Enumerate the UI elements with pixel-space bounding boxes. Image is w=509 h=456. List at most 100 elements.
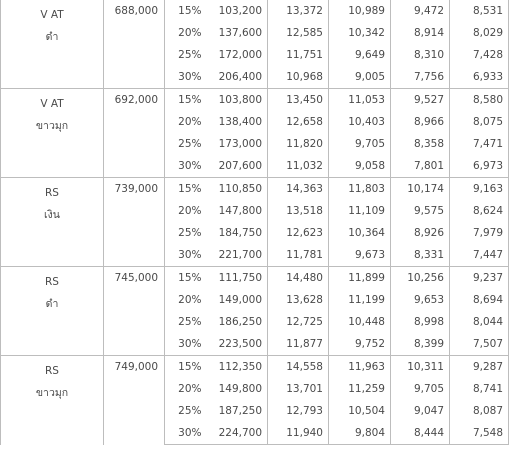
car-price: 745,000 bbox=[103, 266, 165, 356]
down-payment-amount: 147,800 bbox=[203, 200, 268, 222]
installment-value: 7,979 bbox=[449, 222, 509, 244]
table-row: 20% 149,000 13,628 11,199 9,653 8,694 bbox=[1, 289, 509, 311]
installment-value: 11,259 bbox=[328, 378, 391, 400]
table-row: 25% 184,750 12,623 10,364 8,926 7,979 bbox=[1, 222, 509, 244]
installment-value: 12,623 bbox=[267, 222, 329, 244]
down-payment-percent: 20% bbox=[164, 289, 204, 311]
table-row: 20% 147,800 13,518 11,109 9,575 8,624 bbox=[1, 200, 509, 222]
installment-value: 10,504 bbox=[328, 400, 391, 422]
installment-value: 8,531 bbox=[449, 0, 509, 22]
installment-value: 10,989 bbox=[328, 0, 391, 22]
down-payment-amount: 206,400 bbox=[203, 66, 268, 89]
installment-value: 13,518 bbox=[267, 200, 329, 222]
installment-value: 14,558 bbox=[267, 355, 329, 378]
installment-value: 11,032 bbox=[267, 155, 329, 178]
down-payment-percent: 20% bbox=[164, 111, 204, 133]
installment-value: 10,342 bbox=[328, 22, 391, 44]
installment-value: 7,548 bbox=[449, 422, 509, 445]
model-cell: RS ดำ bbox=[0, 266, 104, 356]
installment-value: 9,287 bbox=[449, 355, 509, 378]
installment-value: 13,701 bbox=[267, 378, 329, 400]
installment-value: 8,075 bbox=[449, 111, 509, 133]
table-row: 20% 149,800 13,701 11,259 9,705 8,741 bbox=[1, 378, 509, 400]
table-row: 25% 173,000 11,820 9,705 8,358 7,471 bbox=[1, 133, 509, 155]
model-cell: V AT ขาวมุก bbox=[0, 88, 104, 178]
installment-value: 7,756 bbox=[390, 66, 450, 89]
down-payment-amount: 221,700 bbox=[203, 244, 268, 267]
down-payment-amount: 184,750 bbox=[203, 222, 268, 244]
table-row: RS ดำ 745,000 15% 111,750 14,480 11,899 10,256 9… bbox=[0, 266, 509, 356]
installment-value: 8,694 bbox=[449, 289, 509, 311]
table-row: 25% 186,250 12,725 10,448 8,998 8,044 bbox=[1, 311, 509, 333]
installment-value: 6,973 bbox=[449, 155, 509, 178]
down-payment-percent: 30% bbox=[164, 244, 204, 267]
down-payment-percent: 30% bbox=[164, 66, 204, 89]
model-color: เงิน bbox=[44, 209, 60, 221]
table-row: V AT ขาวมุก 692,000 15% 103,800 13,450 11,053 9… bbox=[0, 88, 509, 178]
installment-value: 7,428 bbox=[449, 44, 509, 66]
down-payment-percent: 15% bbox=[164, 266, 204, 289]
down-payment-amount: 173,000 bbox=[203, 133, 268, 155]
down-payment-percent: 25% bbox=[164, 44, 204, 66]
car-price: 692,000 bbox=[103, 88, 165, 178]
down-payment-amount: 149,800 bbox=[203, 378, 268, 400]
installment-value: 14,480 bbox=[267, 266, 329, 289]
installment-value: 9,653 bbox=[390, 289, 450, 311]
installment-value: 8,310 bbox=[390, 44, 450, 66]
car-price: 749,000 bbox=[103, 355, 165, 445]
down-payment-amount: 149,000 bbox=[203, 289, 268, 311]
down-payment-amount: 138,400 bbox=[203, 111, 268, 133]
installment-value: 8,087 bbox=[449, 400, 509, 422]
down-payment-percent: 30% bbox=[164, 333, 204, 356]
installment-value: 8,399 bbox=[390, 333, 450, 356]
down-payment-percent: 20% bbox=[164, 378, 204, 400]
installment-value: 10,174 bbox=[390, 177, 450, 200]
installment-value: 8,926 bbox=[390, 222, 450, 244]
table-row: 30% 224,700 11,940 9,804 8,444 7,548 bbox=[1, 422, 509, 445]
car-price: 688,000 bbox=[103, 0, 165, 89]
installment-value: 11,053 bbox=[328, 88, 391, 111]
installment-value: 10,364 bbox=[328, 222, 391, 244]
model-name: RS bbox=[45, 276, 59, 288]
installment-value: 8,029 bbox=[449, 22, 509, 44]
installment-value: 9,804 bbox=[328, 422, 391, 445]
installment-value: 9,058 bbox=[328, 155, 391, 178]
table-row: RS เงิน 739,000 15% 110,850 14,363 11,803 10,17… bbox=[0, 177, 509, 267]
installment-value: 8,741 bbox=[449, 378, 509, 400]
model-cell: RS เงิน bbox=[0, 177, 104, 267]
installment-value: 8,998 bbox=[390, 311, 450, 333]
table-row: 30% 207,600 11,032 9,058 7,801 6,973 bbox=[1, 155, 509, 178]
installment-value: 8,331 bbox=[390, 244, 450, 267]
down-payment-percent: 25% bbox=[164, 311, 204, 333]
installment-value: 9,005 bbox=[328, 66, 391, 89]
installment-value: 9,673 bbox=[328, 244, 391, 267]
installment-value: 11,820 bbox=[267, 133, 329, 155]
down-payment-amount: 172,000 bbox=[203, 44, 268, 66]
down-payment-amount: 207,600 bbox=[203, 155, 268, 178]
table-row: RS ขาวมุก 749,000 15% 112,350 14,558 11,963 10,… bbox=[0, 355, 509, 445]
installment-value: 12,725 bbox=[267, 311, 329, 333]
installment-value: 7,447 bbox=[449, 244, 509, 267]
installment-value: 8,914 bbox=[390, 22, 450, 44]
installment-value: 9,472 bbox=[390, 0, 450, 22]
installment-value: 11,803 bbox=[328, 177, 391, 200]
price-table-body: V AT ดำ 688,000 15% 103,200 13,372 10,989 9,472… bbox=[0, 0, 509, 445]
installment-value: 11,109 bbox=[328, 200, 391, 222]
installment-value: 8,044 bbox=[449, 311, 509, 333]
down-payment-amount: 111,750 bbox=[203, 266, 268, 289]
down-payment-amount: 103,200 bbox=[203, 0, 268, 22]
down-payment-amount: 112,350 bbox=[203, 355, 268, 378]
installment-value: 13,372 bbox=[267, 0, 329, 22]
down-payment-percent: 15% bbox=[164, 177, 204, 200]
installment-value: 13,450 bbox=[267, 88, 329, 111]
installment-value: 11,199 bbox=[328, 289, 391, 311]
model-color: ขาวมุก bbox=[35, 387, 69, 399]
down-payment-percent: 15% bbox=[164, 88, 204, 111]
down-payment-amount: 110,850 bbox=[203, 177, 268, 200]
model-name: V AT bbox=[40, 9, 64, 21]
installment-value: 9,237 bbox=[449, 266, 509, 289]
installment-value: 9,047 bbox=[390, 400, 450, 422]
installment-value: 9,649 bbox=[328, 44, 391, 66]
model-name: V AT bbox=[40, 98, 64, 110]
down-payment-percent: 25% bbox=[164, 133, 204, 155]
